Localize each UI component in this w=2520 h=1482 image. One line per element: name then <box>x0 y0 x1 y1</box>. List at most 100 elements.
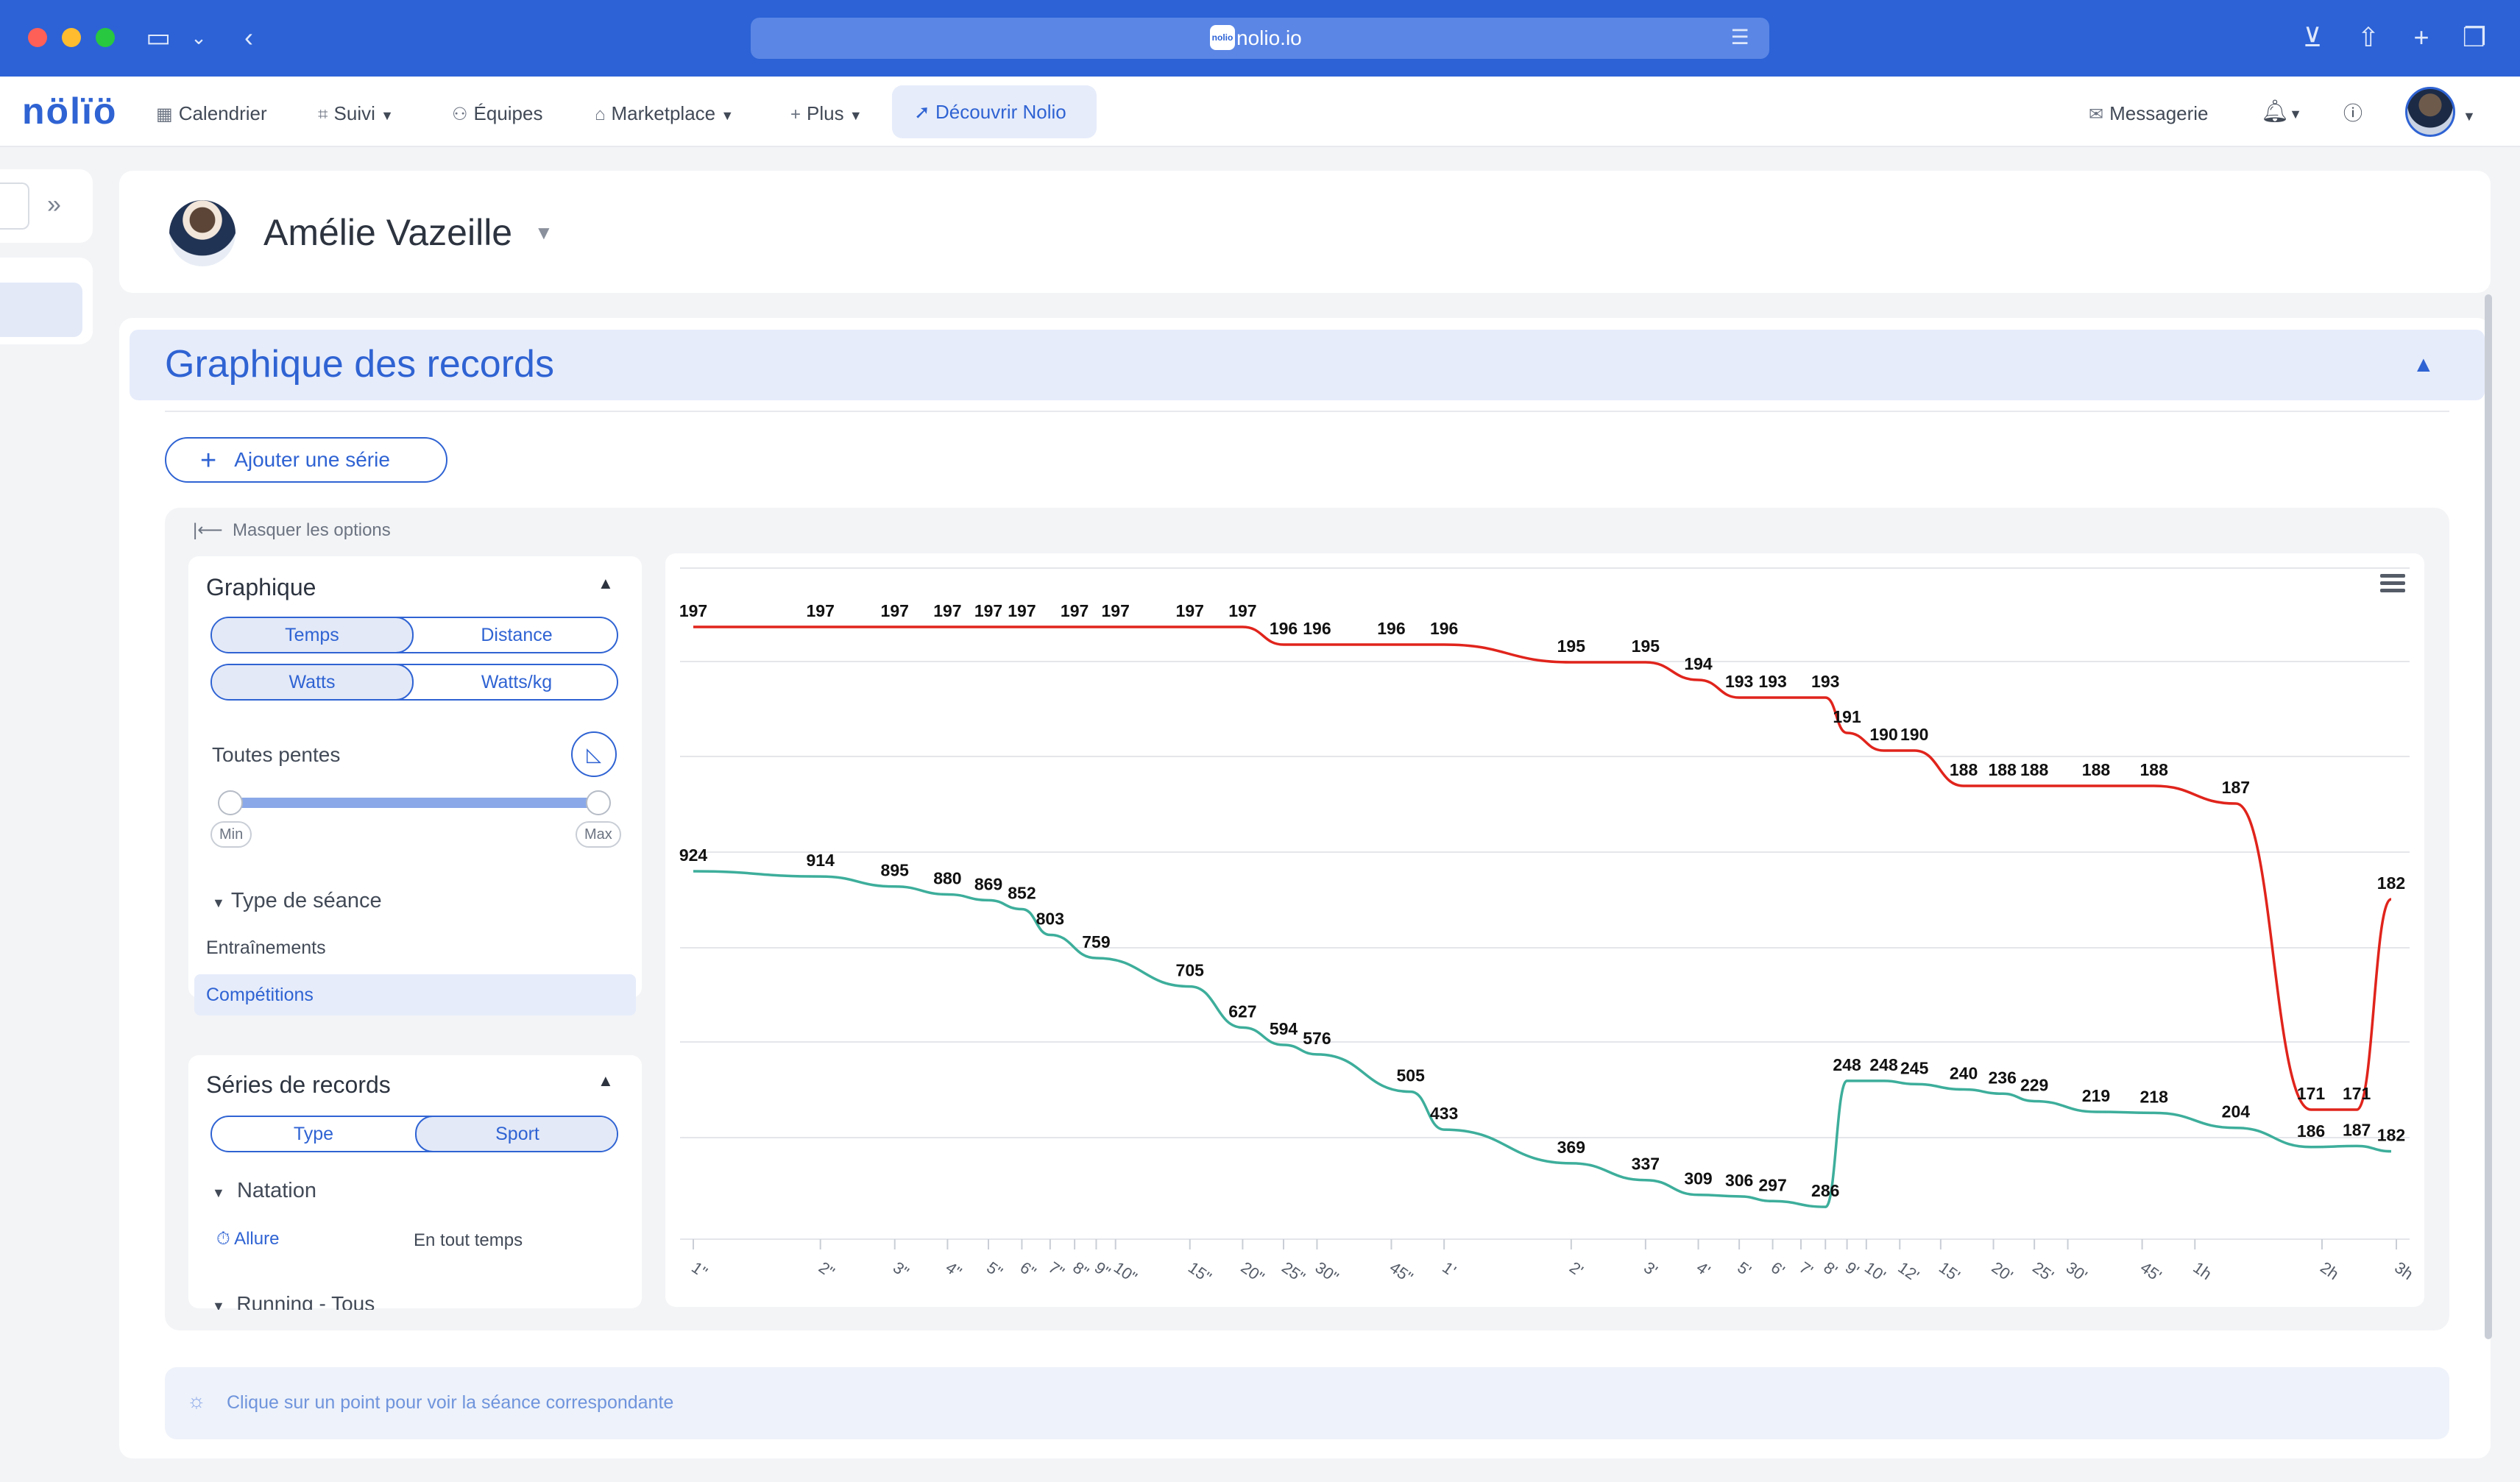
tabs-overview-icon[interactable]: ❐ <box>2462 22 2487 52</box>
sidebar-search-input[interactable] <box>0 182 29 230</box>
chevron-down-icon[interactable]: ⌄ <box>191 26 207 49</box>
data-label: 171 <box>2343 1084 2371 1103</box>
series-options-card <box>188 1055 642 1308</box>
data-label: 306 <box>1725 1171 1753 1190</box>
discover-nolio-button[interactable]: ➚ Découvrir Nolio <box>892 85 1097 138</box>
x-tick-label: 2" <box>815 1258 838 1282</box>
collapse-left-icon: |⟵ <box>193 520 223 540</box>
sport-group-toggle[interactable]: ▼ Natation <box>212 1179 316 1202</box>
data-label: 240 <box>1950 1064 1978 1083</box>
x-tick-label: 20" <box>1238 1258 1268 1287</box>
slope-label: Toutes pentes <box>212 743 341 766</box>
data-label: 197 <box>881 601 909 620</box>
expand-sidebar-icon[interactable]: » <box>47 191 61 219</box>
data-label: 594 <box>1270 1019 1298 1038</box>
session-competitions-selected[interactable] <box>194 974 636 1015</box>
caret-down-icon: ▼ <box>721 108 735 123</box>
help-icon: ⓘ <box>2343 102 2363 124</box>
x-tick-label: 7' <box>1796 1258 1816 1280</box>
pace-series-item[interactable]: ⏱︎ Allure <box>216 1229 280 1249</box>
minimize-window-button[interactable] <box>62 28 81 47</box>
session-trainings-option[interactable]: Entraînements <box>206 937 326 958</box>
slope-range-slider[interactable] <box>231 798 599 808</box>
address-bar[interactable] <box>751 18 1769 59</box>
data-label: 627 <box>1228 1001 1256 1021</box>
nav-marketplace[interactable]: ⌂ Marketplace ▼ <box>595 102 735 124</box>
close-window-button[interactable] <box>28 28 47 47</box>
data-label: 188 <box>2139 760 2168 779</box>
nav-teams[interactable]: ⚇ Équipes <box>452 102 543 124</box>
x-tick-label: 25' <box>2029 1258 2057 1286</box>
chart-icon: ⌗ <box>318 104 328 124</box>
nav-calendar[interactable]: ▦ Calendrier <box>156 102 267 124</box>
x-tick-label: 3' <box>1641 1258 1661 1280</box>
url-text[interactable]: nolio.io <box>1236 26 1302 49</box>
x-tick-label: 30" <box>1312 1258 1342 1287</box>
collapse-graph-options-icon[interactable]: ▲ <box>598 574 614 592</box>
x-tick-label: 10' <box>1861 1258 1889 1286</box>
reader-icon[interactable]: ☰ <box>1730 26 1749 49</box>
team-icon: ⚇ <box>452 104 468 124</box>
group-type-tab[interactable]: Type <box>293 1124 334 1144</box>
caret-down-icon: ▼ <box>849 108 863 123</box>
add-series-button[interactable]: + Ajouter une série <box>165 437 447 483</box>
metric-time-tab[interactable]: Temps <box>212 618 414 652</box>
share-icon[interactable]: ⇧ <box>2357 22 2380 52</box>
session-competitions-option[interactable]: Compétitions <box>206 985 314 1005</box>
stopwatch-icon: ⏱︎ <box>216 1229 230 1249</box>
x-tick-label: 20' <box>1989 1258 2017 1286</box>
nav-suivi[interactable]: ⌗ Suivi ▼ <box>318 102 394 124</box>
data-label: 297 <box>1758 1175 1786 1194</box>
data-label: 705 <box>1176 961 1205 980</box>
zoom-window-button[interactable] <box>96 28 115 47</box>
athlete-name[interactable]: Amélie Vazeille <box>263 212 513 253</box>
x-tick-label: 1h <box>2190 1258 2215 1284</box>
x-tick-label: 2' <box>1566 1258 1587 1280</box>
running-group-toggle[interactable]: ▼ Running - Tous <box>212 1291 375 1310</box>
athlete-dropdown-icon[interactable]: ▼ <box>534 221 553 244</box>
group-sport-tab[interactable]: Sport <box>415 1117 617 1151</box>
nav-messages[interactable]: ✉ Messagerie <box>2089 102 2209 124</box>
sidebar-toggle-icon[interactable]: ▭ <box>145 22 171 52</box>
collapse-section-icon[interactable]: ▲ <box>2413 352 2435 377</box>
slope-settings-button[interactable]: ◺ <box>571 731 617 777</box>
download-icon[interactable]: ⊻ <box>2302 22 2323 52</box>
section-header[interactable] <box>130 330 2485 400</box>
data-label: 286 <box>1811 1181 1839 1200</box>
data-label: 433 <box>1430 1104 1458 1123</box>
power-watts-tab[interactable]: Watts <box>212 665 414 699</box>
athlete-avatar <box>169 200 236 266</box>
nolio-logo[interactable]: nölïö <box>22 91 118 132</box>
nav-plus[interactable]: + Plus ▼ <box>790 102 863 124</box>
hide-options-button[interactable]: |⟵ Masquer les options <box>193 520 391 540</box>
caret-down-icon[interactable]: ▼ <box>2463 109 2476 124</box>
slider-max-handle[interactable] <box>586 790 611 815</box>
data-label: 182 <box>2377 1126 2405 1145</box>
x-tick-label: 10" <box>1111 1258 1141 1287</box>
power-wkg-tab[interactable]: Watts/kg <box>481 672 553 692</box>
data-label: 197 <box>807 601 835 620</box>
new-tab-icon[interactable]: + <box>2413 22 2429 52</box>
slider-min-handle[interactable] <box>218 790 243 815</box>
chart-menu-icon[interactable] <box>2380 574 2405 595</box>
x-tick-label: 6" <box>1017 1258 1040 1282</box>
x-tick-label: 9" <box>1091 1258 1114 1282</box>
data-label: 187 <box>2343 1120 2371 1139</box>
x-tick-label: 1' <box>1439 1258 1459 1280</box>
page-scrollbar[interactable] <box>2485 294 2492 1339</box>
sidebar-selected-item[interactable] <box>0 283 82 337</box>
data-label: 188 <box>1950 760 1978 779</box>
notifications-button[interactable]: 🔔︎▼ <box>2261 97 2302 129</box>
help-button[interactable]: ⓘ <box>2343 99 2362 128</box>
plus-icon: + <box>790 104 801 124</box>
x-tick-label: 5" <box>983 1258 1006 1282</box>
session-type-toggle[interactable]: ▼ Type de séance <box>212 889 382 912</box>
metric-distance-tab[interactable]: Distance <box>481 625 553 645</box>
collapse-series-options-icon[interactable]: ▲ <box>598 1071 614 1090</box>
back-icon[interactable]: ‹ <box>244 22 253 52</box>
user-avatar[interactable] <box>2405 87 2455 137</box>
x-tick-label: 9' <box>1842 1258 1863 1280</box>
data-label: 248 <box>1833 1055 1861 1074</box>
data-label: 186 <box>2297 1121 2325 1141</box>
records-chart[interactable]: 1" 2" 3" 4" 5" 6" 7" 8"9"10" 15" 20" 25" 30" 45" 1' 2'… <box>665 553 2424 1307</box>
